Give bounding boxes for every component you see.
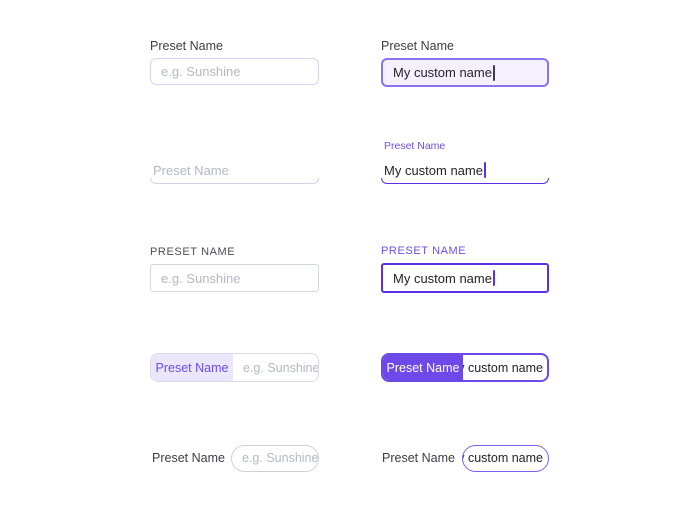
- preset-name-input[interactable]: e.g. Sunshine: [233, 354, 318, 381]
- input-value: My custom name: [384, 162, 483, 178]
- field-label: Preset Name: [384, 140, 446, 152]
- placeholder-text: e.g. Sunshine: [161, 64, 241, 79]
- field-label: PRESET NAME: [381, 245, 467, 257]
- field-pill-filled: Preset Name ly custom name: [382, 444, 549, 472]
- field-pill-empty: Preset Name e.g. Sunshine: [152, 444, 319, 472]
- preset-name-input[interactable]: e.g. Sunshine: [231, 444, 319, 472]
- field-label: Preset Name: [150, 39, 223, 53]
- preset-name-input[interactable]: My custom name: [381, 58, 549, 87]
- field-underline-filled: Preset Name My custom name: [381, 141, 549, 184]
- field-label: Preset Name: [152, 451, 225, 465]
- input-value: ly custom name: [462, 451, 543, 465]
- text-cursor: [492, 64, 495, 81]
- placeholder-text: e.g. Sunshine: [243, 360, 318, 375]
- placeholder-text: e.g. Sunshine: [161, 270, 241, 286]
- preset-name-input[interactable]: ly custom name: [462, 444, 549, 472]
- inline-field-label-badge: Preset Name: [383, 355, 463, 380]
- preset-name-input[interactable]: Preset Name: [150, 156, 319, 184]
- field-underline-empty: Preset Name: [150, 156, 319, 184]
- inline-field-label-badge: Preset Name: [151, 354, 233, 381]
- input-value: My custom name: [393, 65, 492, 80]
- preset-name-input[interactable]: My custom name: [381, 263, 549, 293]
- field-outlined-empty: Preset Name e.g. Sunshine: [150, 40, 319, 85]
- preset-name-input[interactable]: e.g. Sunshine: [150, 58, 319, 85]
- placeholder-text: Preset Name: [153, 162, 229, 178]
- input-value: My custom name: [393, 270, 492, 286]
- preset-name-input[interactable]: e.g. Sunshine: [150, 264, 319, 292]
- field-uppercase-empty: PRESET NAME e.g. Sunshine: [150, 246, 319, 292]
- input-value: ly custom name: [463, 360, 543, 375]
- field-inline-filled[interactable]: Preset Name ly custom name: [381, 353, 549, 382]
- text-cursor: [483, 162, 486, 178]
- text-cursor: [492, 270, 495, 286]
- field-label: PRESET NAME: [150, 246, 236, 258]
- field-label: Preset Name: [382, 451, 455, 465]
- underline-border: [381, 178, 549, 184]
- field-label: Preset Name: [381, 39, 454, 53]
- placeholder-text: e.g. Sunshine: [242, 451, 319, 465]
- field-inline-empty[interactable]: Preset Name e.g. Sunshine: [150, 353, 319, 382]
- preset-name-input[interactable]: My custom name: [381, 156, 549, 184]
- preset-name-input[interactable]: ly custom name: [463, 355, 547, 380]
- underline-border: [150, 178, 319, 184]
- field-uppercase-filled: PRESET NAME My custom name: [381, 245, 549, 293]
- field-outlined-filled: Preset Name My custom name: [381, 40, 549, 87]
